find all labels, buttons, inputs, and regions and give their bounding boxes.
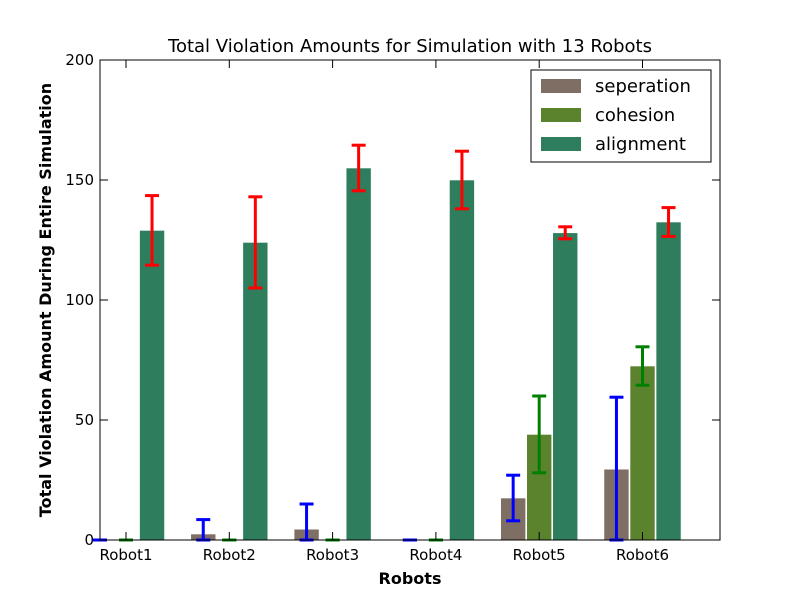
plot-area: 0 50 100 150 200 Robot1 Robot2 Robot3 Robot4 Robo… xyxy=(65,51,720,564)
legend-label-cohesion: cohesion xyxy=(595,105,675,126)
y-tick-label: 100 xyxy=(65,291,94,309)
legend-swatch-cohesion xyxy=(541,108,581,122)
bar-alignment-Robot6 xyxy=(655,221,682,541)
x-tick-label: Robot6 xyxy=(616,546,669,564)
chart-title: Total Violation Amounts for Simulation w… xyxy=(167,36,652,57)
legend: seperation cohesion alignment xyxy=(530,69,712,163)
x-tick-label: Robot5 xyxy=(513,546,566,564)
y-axis-label: Total Violation Amount During Entire Sim… xyxy=(36,83,55,517)
legend-swatch-alignment xyxy=(541,137,581,151)
x-tick-label: Robot4 xyxy=(409,546,462,564)
plot-frame xyxy=(99,59,721,541)
y-tick-label: 50 xyxy=(75,411,94,429)
bar-cohesion-Robot6 xyxy=(629,365,656,541)
legend-label-alignment: alignment xyxy=(595,134,686,155)
y-tick-label: 0 xyxy=(84,531,94,549)
y-tick-label: 200 xyxy=(65,51,94,69)
bar-alignment-Robot5 xyxy=(552,232,579,541)
x-axis-label: Robots xyxy=(379,569,442,588)
bar-alignment-Robot2 xyxy=(242,242,269,541)
x-tick-label: Robot2 xyxy=(203,546,256,564)
bar-alignment-Robot4 xyxy=(449,179,475,541)
bar-alignment-Robot3 xyxy=(345,167,372,541)
y-tick-label: 150 xyxy=(65,171,94,189)
x-tick-label: Robot1 xyxy=(99,546,152,564)
legend-label-seperation: seperation xyxy=(595,76,691,97)
legend-swatch-seperation xyxy=(541,79,581,93)
x-tick-label: Robot3 xyxy=(306,546,359,564)
bar-alignment-Robot1 xyxy=(139,230,165,541)
